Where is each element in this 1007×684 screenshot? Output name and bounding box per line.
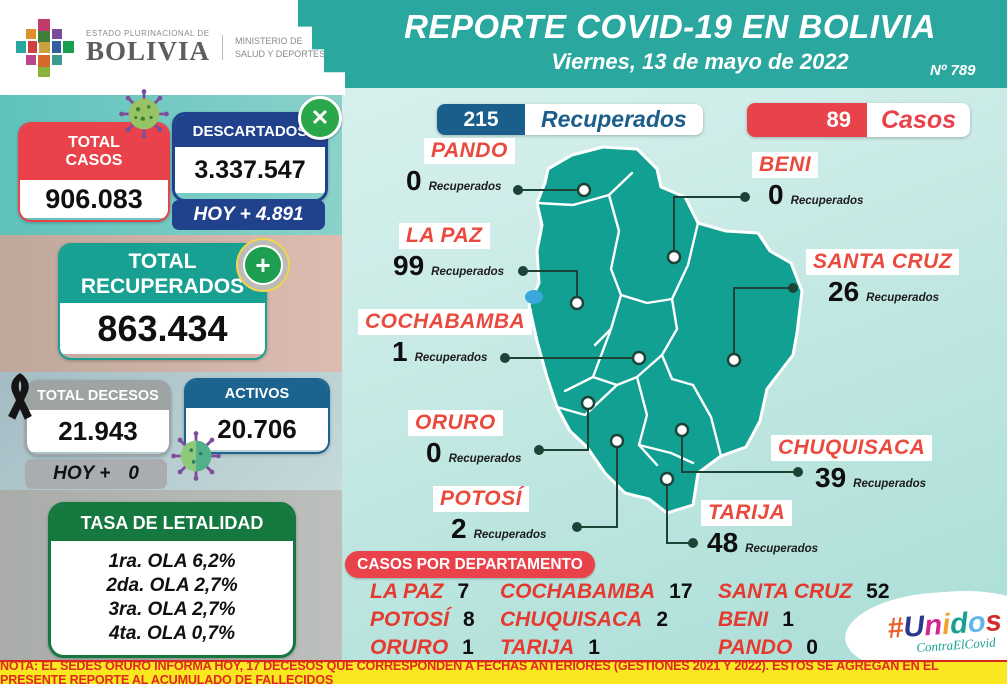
map-callout-tarija: TARIJA 48 Recuperados: [701, 500, 818, 559]
department-value: 39: [815, 462, 847, 493]
letalidad-row-4: 4ta. OLA 0,7%: [108, 623, 235, 644]
decesos-today-label: HOY +: [53, 463, 111, 484]
report-number: Nº 789: [930, 62, 976, 79]
decesos-today: HOY + 0: [25, 459, 167, 489]
department-value: 99: [393, 250, 425, 281]
department-unit: Recuperados: [448, 453, 522, 465]
department-unit: Recuperados: [790, 195, 864, 207]
total-decesos-box: TOTAL DECESOS 21.943: [25, 380, 171, 456]
total-decesos-value: 21.943: [27, 410, 169, 452]
table-row: ORURO 1: [370, 636, 474, 659]
department-label: PANDO: [424, 138, 515, 164]
org-small-label: ESTADO PLURINACIONAL DE: [86, 29, 210, 38]
lake-titicaca: [525, 290, 543, 304]
virus-icon-2: [171, 431, 221, 481]
footer-note: NOTA: EL SEDES ORURO INFORMA HOY, 17 DEC…: [0, 659, 1007, 684]
letalidad-row-2: 2da. OLA 2,7%: [106, 575, 238, 596]
department-unit: Recuperados: [428, 181, 502, 193]
total-casos-value: 906.083: [20, 180, 168, 218]
casos-por-departamento-title: CASOS POR DEPARTAMENTO: [345, 551, 595, 578]
virus-icon: [119, 89, 169, 139]
total-decesos-label: TOTAL DECESOS: [27, 382, 169, 410]
table-row: COCHABAMBA 17: [500, 580, 693, 603]
department-label: CHUQUISACA: [771, 435, 933, 461]
department-value: 0: [768, 179, 784, 210]
department-unit: Recuperados: [473, 529, 547, 541]
letalidad-row-1: 1ra. OLA 6,2%: [108, 551, 236, 572]
table-row: POTOSÍ 8: [370, 608, 475, 631]
map-callout-potosi: POTOSÍ 2 Recuperados: [433, 486, 546, 545]
casos-badge-value: 89: [747, 103, 867, 137]
descartados-value: 3.337.547: [175, 147, 325, 193]
department-unit: Recuperados: [414, 352, 488, 364]
department-unit: Recuperados: [853, 478, 927, 490]
map-callout-chuquisaca: CHUQUISACA 39 Recuperados: [771, 435, 933, 494]
decesos-today-value: 0: [128, 463, 139, 484]
casos-badge-label: Casos: [867, 103, 971, 137]
total-recuperados-box: TOTAL RECUPERADOS 863.434: [58, 243, 267, 360]
discarded-x-icon: ✕: [298, 96, 342, 140]
department-label: SANTA CRUZ: [806, 249, 960, 275]
casos-column-1: LA PAZ 7 POTOSÍ 8 ORURO 1: [370, 580, 475, 664]
recuperados-badge: 215 Recuperados: [437, 104, 703, 135]
tasa-letalidad-title: TASA DE LETALIDAD: [51, 505, 293, 541]
map-callout-santa-cruz: SANTA CRUZ 26 Recuperados: [806, 249, 960, 308]
department-label: COCHABAMBA: [358, 309, 533, 335]
plus-icon: +: [236, 238, 290, 292]
descartados-today: HOY + 4.891: [172, 200, 325, 230]
ministry-logo-panel: ESTADO PLURINACIONAL DE BOLIVIA MINISTER…: [0, 0, 345, 95]
table-row: CHUQUISACA 2: [500, 608, 669, 631]
total-recuperados-label: TOTAL RECUPERADOS: [60, 245, 265, 303]
ministry-label: MINISTERIO DE SALUD Y DEPORTES: [222, 35, 327, 60]
recuperados-badge-label: Recuperados: [525, 104, 703, 135]
report-date: Viernes, 13 de mayo de 2022: [551, 49, 849, 74]
department-label: BENI: [752, 152, 819, 178]
page-title: REPORTE COVID-19 EN BOLIVIA: [404, 8, 936, 45]
table-row: TARIJA 1: [500, 636, 600, 659]
department-label: LA PAZ: [399, 223, 490, 249]
department-unit: Recuperados: [866, 292, 940, 304]
casos-column-2: COCHABAMBA 17 CHUQUISACA 2 TARIJA 1: [500, 580, 693, 664]
table-row: PANDO 0: [718, 636, 818, 659]
mourning-ribbon-icon: [8, 373, 32, 420]
table-row: BENI 1: [718, 608, 794, 631]
department-value: 2: [451, 513, 467, 544]
casos-badge: 89 Casos: [747, 103, 971, 137]
map-callout-cochabamba: COCHABAMBA 1 Recuperados: [358, 309, 533, 368]
department-value: 48: [707, 527, 739, 558]
department-label: ORURO: [408, 410, 503, 436]
casos-column-3: SANTA CRUZ 52 BENI 1 PANDO 0: [718, 580, 890, 664]
map-callout-oruro: ORURO 0 Recuperados: [408, 410, 521, 469]
bolivia-state-logo: [16, 18, 74, 77]
table-row: LA PAZ 7: [370, 580, 470, 603]
org-name: BOLIVIA: [86, 36, 211, 66]
department-unit: Recuperados: [745, 543, 819, 555]
department-value: 1: [392, 336, 408, 367]
activos-label: ACTIVOS: [186, 380, 328, 408]
map-callout-la-paz: LA PAZ 99 Recuperados: [393, 223, 504, 282]
map-callout-pando: PANDO 0 Recuperados: [406, 138, 515, 197]
department-unit: Recuperados: [431, 266, 505, 278]
department-value: 0: [426, 437, 442, 468]
table-row: SANTA CRUZ 52: [718, 580, 890, 603]
tasa-letalidad-box: TASA DE LETALIDAD 1ra. OLA 6,2% 2da. OLA…: [48, 502, 296, 658]
department-label: TARIJA: [701, 500, 793, 526]
letalidad-row-3: 3ra. OLA 2,7%: [108, 599, 236, 620]
department-value: 26: [828, 276, 860, 307]
department-value: 0: [406, 165, 422, 196]
recuperados-badge-value: 215: [437, 104, 525, 135]
department-label: POTOSÍ: [433, 486, 529, 512]
total-recuperados-value: 863.434: [60, 303, 265, 354]
map-callout-beni: BENI 0 Recuperados: [752, 152, 863, 211]
